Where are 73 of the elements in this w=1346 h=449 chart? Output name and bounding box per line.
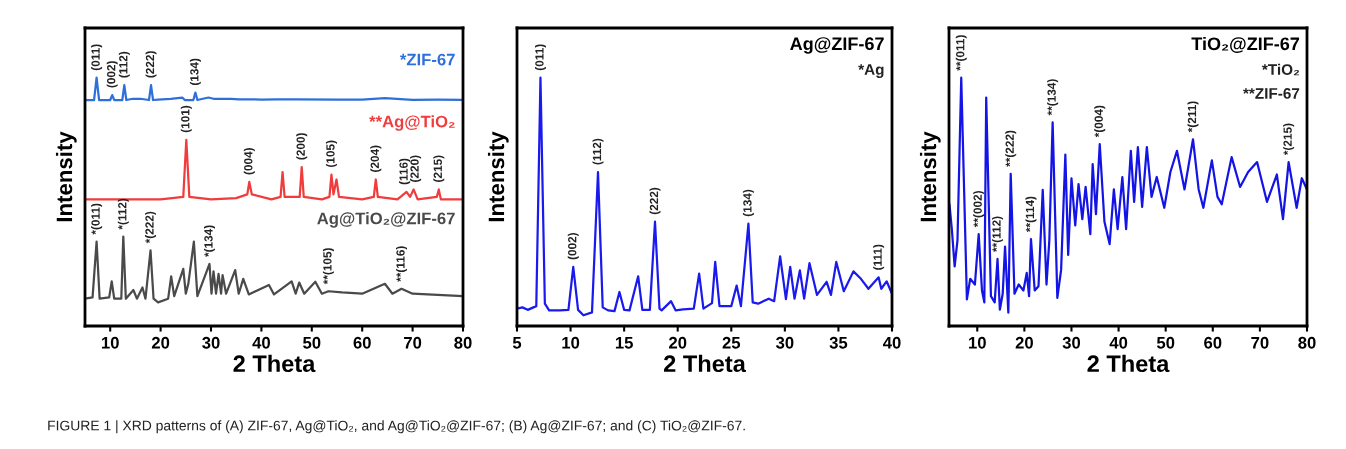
annotation: **(134) <box>1047 79 1059 116</box>
x-tick-label: 35 <box>829 336 848 349</box>
x-tick-label: 10 <box>562 336 580 349</box>
annotation: *(222) <box>145 211 157 244</box>
text: *ZIF-67 <box>399 53 455 66</box>
annotation: (204) <box>370 145 382 172</box>
annotation: *(215) <box>1283 123 1295 156</box>
text: **Ag@TiO₂ <box>369 115 455 131</box>
x-tick-label: 25 <box>722 336 741 349</box>
annotation: (222) <box>145 51 157 78</box>
x-tick-label: 20 <box>151 336 170 349</box>
annotation: (002) <box>106 61 118 88</box>
text: Ag@TiO₂@ZIF-67 <box>317 212 455 228</box>
x-tick-label: 10 <box>101 336 119 349</box>
annotation: *(011) <box>91 203 103 235</box>
x-tick-label: 20 <box>669 336 687 349</box>
chart-title: TiO₂@ZIF-67 <box>1191 36 1300 53</box>
x-tick-label: 15 <box>615 337 633 349</box>
annotation: (101) <box>180 105 192 133</box>
annotation: (011) <box>534 44 546 71</box>
x-tick-label: 30 <box>1062 336 1081 349</box>
x-tick-label: 40 <box>1109 336 1128 349</box>
annotation: (134) <box>189 58 201 86</box>
text: *TiO₂ <box>1261 63 1300 76</box>
annotation: *(134) <box>203 225 215 257</box>
annotation: **ZIF-67 <box>1243 88 1300 99</box>
annotation: (220) <box>410 155 422 182</box>
annotation: **(002) <box>973 191 985 228</box>
annotation: **(112) <box>992 216 1004 252</box>
x-tick-label: 5 <box>512 337 522 349</box>
x-tick-label: 20 <box>1015 336 1033 349</box>
y-axis-title: Intensity <box>487 131 509 222</box>
annotation: (111) <box>873 244 885 270</box>
annotation: (134) <box>742 189 754 217</box>
annotation: *(112) <box>117 198 129 230</box>
x-tick-label: 30 <box>775 336 794 349</box>
annotation: *(211) <box>1187 101 1199 133</box>
x-axis-title: 2 Theta <box>233 354 316 373</box>
annotation: (004) <box>243 148 255 175</box>
annotation: (002) <box>567 232 579 260</box>
annotation: (112) <box>592 138 604 165</box>
x-tick-label: 40 <box>882 336 901 349</box>
annotation: (116) <box>399 158 411 185</box>
x-tick-label: 10 <box>969 336 986 349</box>
x-axis-title: 2 Theta <box>663 354 746 373</box>
x-tick-label: 70 <box>404 336 422 349</box>
x-tick-label: 60 <box>1204 336 1222 349</box>
chart-title: Ag@ZIF-67 <box>790 37 884 54</box>
x-tick-label: 70 <box>1251 336 1269 349</box>
x-tick-label: 80 <box>454 336 472 349</box>
annotation: **(011) <box>955 35 967 71</box>
x-tick-label: 50 <box>303 336 321 349</box>
annotation: (215) <box>433 155 445 182</box>
annotation: **(116) <box>396 246 408 282</box>
annotation: **(114) <box>1025 196 1037 233</box>
x-tick-label: 30 <box>202 336 220 349</box>
x-tick-label: 60 <box>353 336 371 349</box>
annotation: (105) <box>325 140 337 167</box>
x-axis-title: 2 Theta <box>1087 354 1170 373</box>
annotation: **(222) <box>1005 130 1017 167</box>
annotation: **(105) <box>322 248 334 285</box>
annotation: (112) <box>118 51 130 78</box>
annotation: (200) <box>296 133 308 160</box>
annotation: (011) <box>91 44 103 71</box>
annotation: *Ag <box>858 64 884 78</box>
caption: FIGURE 1 | XRD patterns of (A) ZIF-67, Ag@TiO₂, and Ag@TiO₂@ZIF-67; (B) Ag@ZIF-67; and (C) TiO₂@ZIF-67. <box>48 420 745 434</box>
y-axis-title: Intensity <box>55 131 77 222</box>
annotation: *(004) <box>1094 105 1106 138</box>
x-tick-label: 80 <box>1298 336 1316 349</box>
y-axis-title: Intensity <box>919 131 941 222</box>
annotation: (222) <box>649 187 661 215</box>
x-tick-label: 50 <box>1156 336 1175 349</box>
x-tick-label: 40 <box>252 336 270 349</box>
